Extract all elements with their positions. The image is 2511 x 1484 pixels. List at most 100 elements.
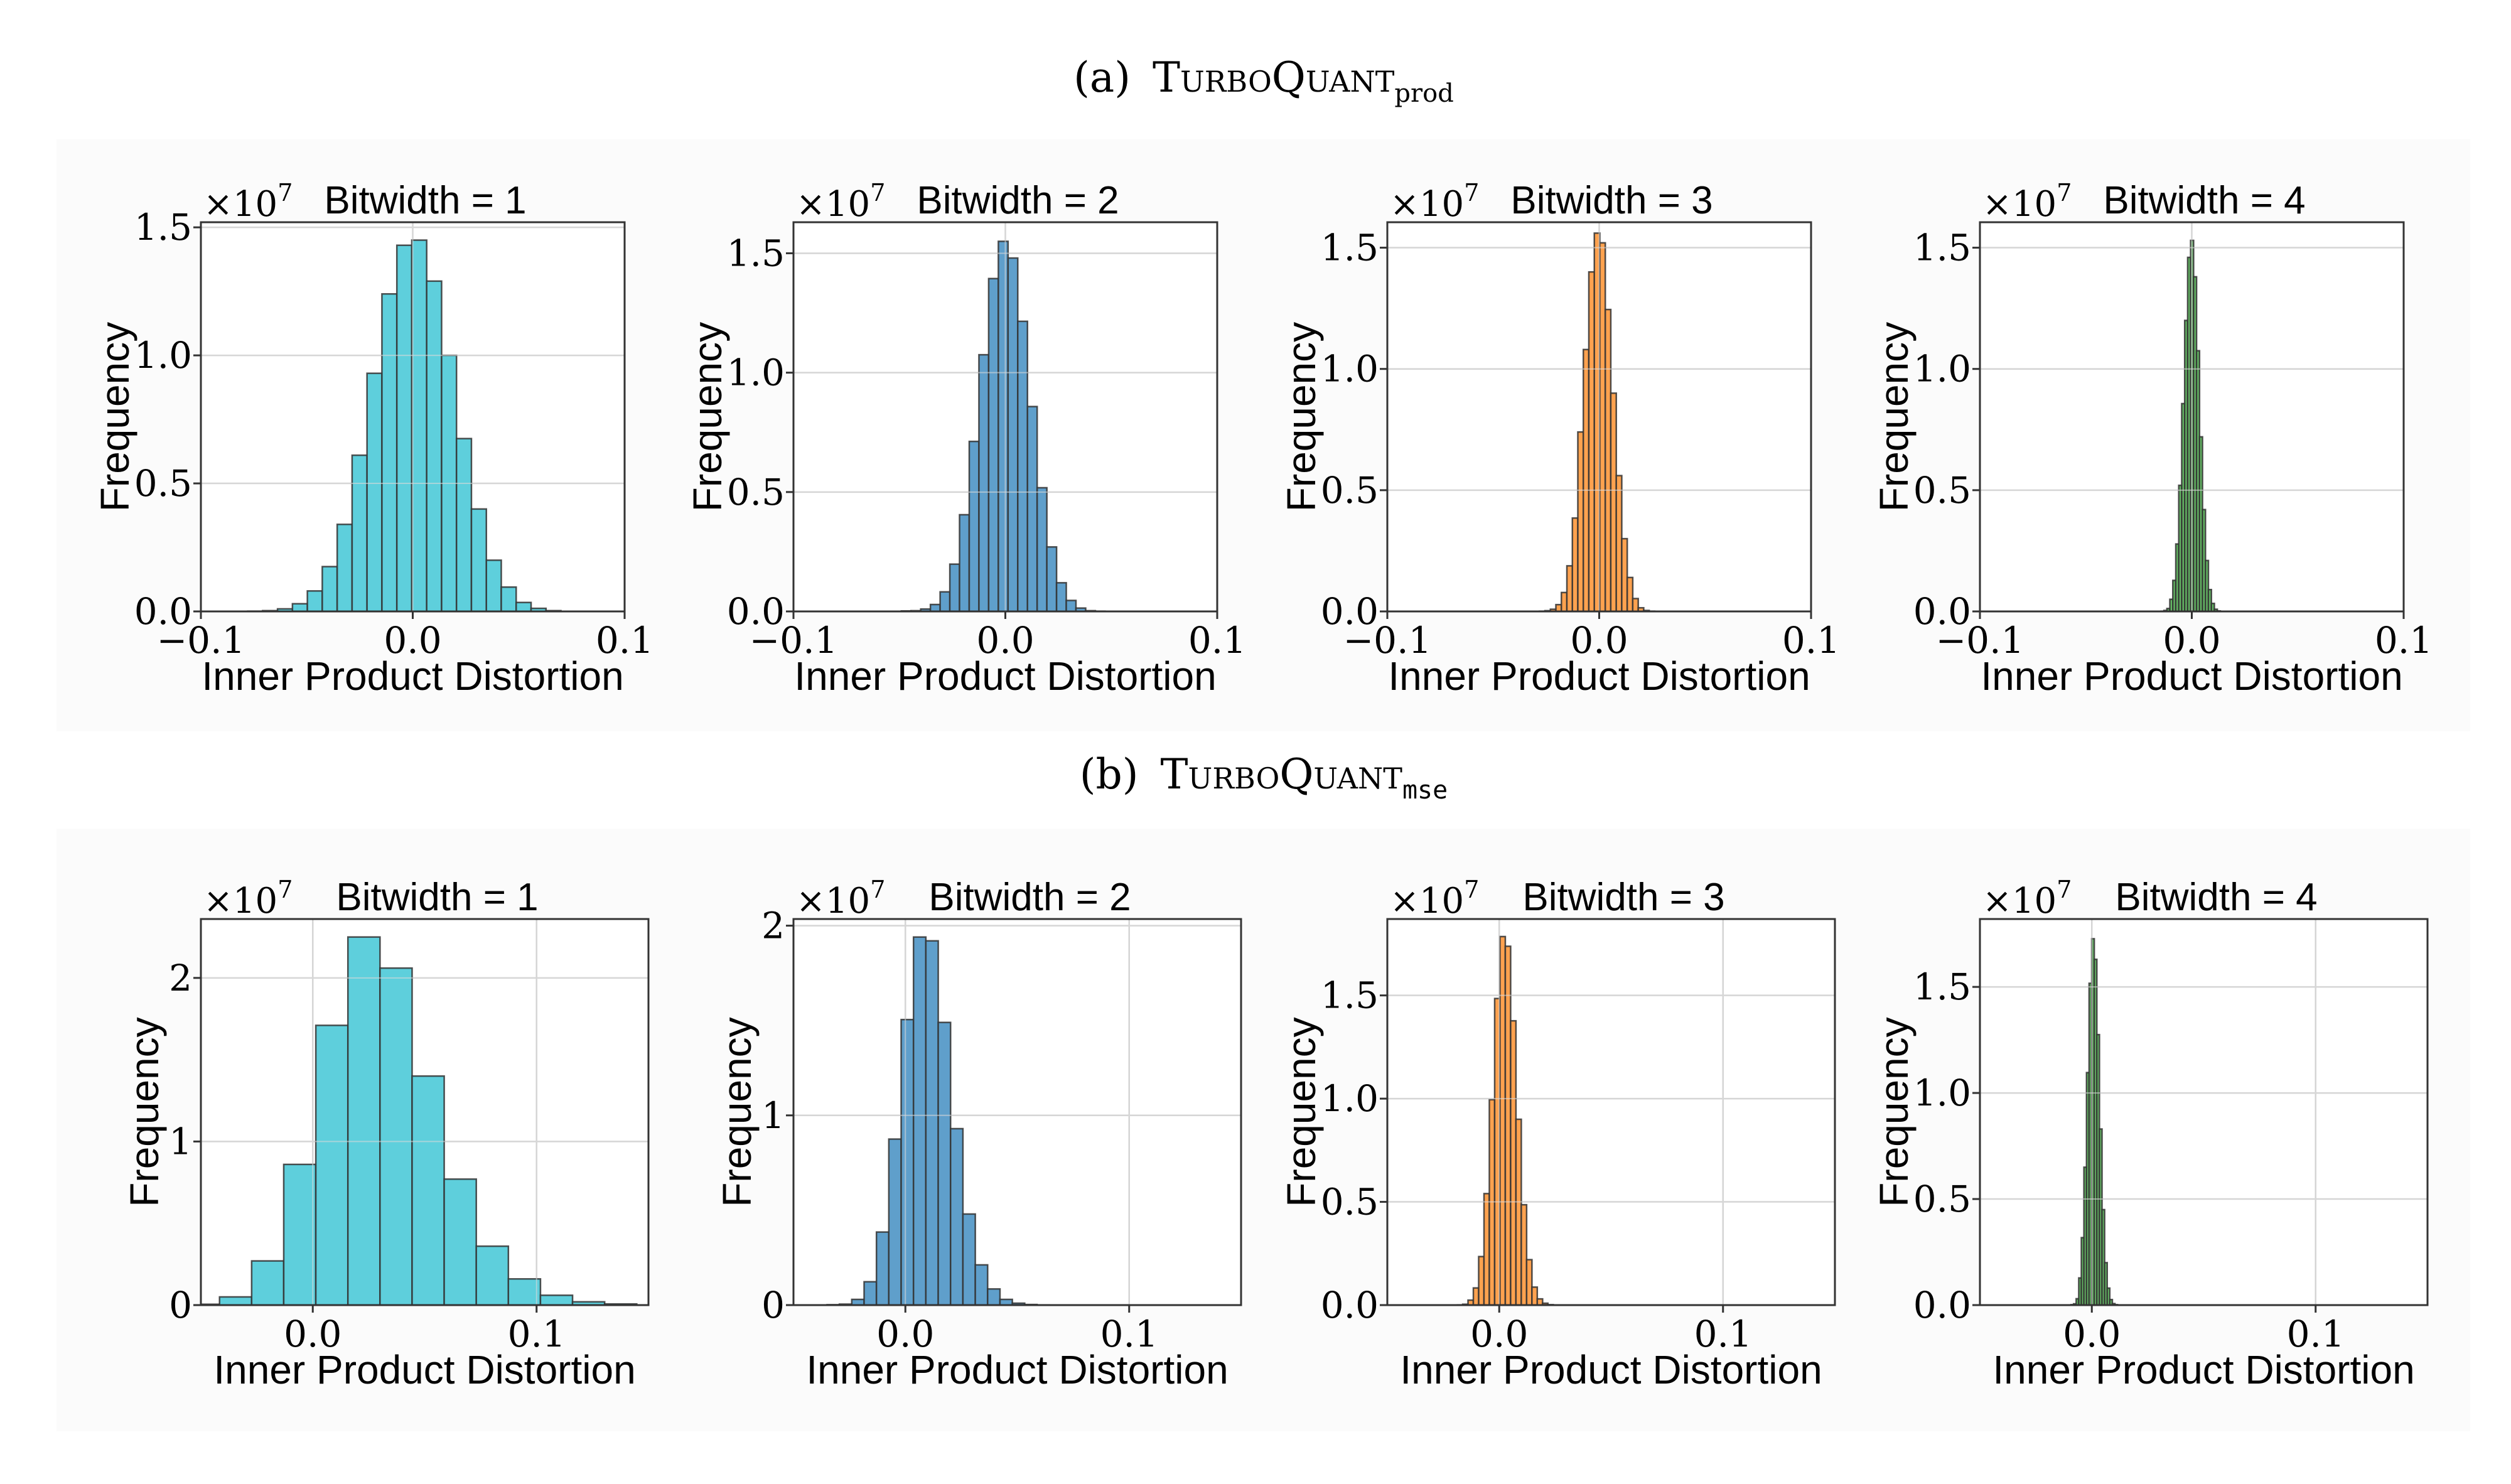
histogram-bar	[1499, 935, 1507, 1305]
y-tick-label: 1.5	[1321, 227, 1379, 269]
x-tick-label: −0.1	[157, 619, 245, 662]
section-method-name: TurboQuant	[1161, 750, 1403, 798]
offset-base: ×10	[1982, 184, 2057, 225]
x-tick-label: 0.1	[1694, 1313, 1752, 1355]
offset-exponent: 7	[870, 876, 885, 903]
plot-area	[1387, 919, 1835, 1305]
y-tick-label: 0.5	[1321, 469, 1379, 512]
x-tick-label: 0.1	[2287, 1313, 2345, 1355]
y-offset-multiplier: ×107	[1982, 179, 2072, 225]
histogram-bar	[937, 1021, 952, 1305]
y-offset-multiplier: ×107	[203, 179, 293, 225]
histogram-bar	[455, 438, 473, 611]
bars	[826, 936, 1050, 1305]
x-axis-label: Inner Product Distortion	[806, 1347, 1228, 1392]
y-tick-label: 0.0	[1913, 590, 1971, 633]
histogram-bar	[888, 1138, 902, 1305]
histogram-bar	[475, 1245, 510, 1305]
y-tick-label: 1.5	[134, 206, 192, 249]
histogram-bar	[1571, 517, 1579, 611]
y-tick-label: 1.0	[134, 334, 192, 377]
section-title-a: (a) TurboQuantprod	[1073, 53, 1454, 108]
histogram-bar	[1577, 431, 1584, 611]
histogram-bar	[470, 508, 487, 611]
histogram-bar	[1055, 582, 1067, 611]
offset-exponent: 7	[277, 876, 293, 903]
histogram-bar	[1510, 1019, 1517, 1305]
histogram-bar	[315, 1024, 349, 1305]
offset-exponent: 7	[2057, 876, 2072, 903]
y-axis-label: Frequency	[92, 322, 137, 512]
y-tick-label: 1.5	[1913, 227, 1971, 269]
histogram-bar	[1017, 320, 1028, 611]
y-tick-label: 1.0	[1321, 348, 1379, 390]
y-offset-multiplier: ×107	[796, 876, 885, 922]
histogram-bar	[351, 454, 368, 611]
y-tick-label: 1.0	[1321, 1077, 1379, 1120]
y-tick-label: 0.0	[134, 590, 192, 633]
histogram-bar	[1504, 945, 1512, 1305]
histogram-bar	[1566, 565, 1574, 611]
y-tick-label: 1.0	[1913, 1072, 1971, 1114]
histogram-bar	[1065, 600, 1077, 611]
histogram-bar	[443, 1178, 477, 1305]
histogram-bar	[485, 559, 502, 611]
histogram-bar	[987, 277, 999, 611]
offset-base: ×10	[203, 881, 277, 922]
offset-base: ×10	[203, 184, 277, 225]
histogram-bar	[1046, 546, 1058, 611]
histogram-bar	[2101, 1208, 2105, 1305]
x-axis-label: Inner Product Distortion	[1981, 653, 2402, 699]
x-tick-label: 0.0	[976, 619, 1034, 662]
offset-exponent: 7	[277, 179, 293, 207]
histogram-bar	[974, 1264, 989, 1305]
histogram-bar	[1604, 308, 1612, 611]
histogram-bar	[912, 936, 927, 1305]
histogram-bar	[2106, 1287, 2111, 1305]
chart-title: Bitwidth = 2	[917, 179, 1119, 222]
offset-base: ×10	[796, 184, 870, 225]
x-axis-label: Inner Product Distortion	[1400, 1347, 1822, 1392]
histogram-bar	[1621, 537, 1628, 611]
bars	[201, 936, 638, 1305]
histogram-bar	[1583, 348, 1590, 611]
section-subscript: mse	[1402, 776, 1448, 805]
x-tick-label: 0.1	[508, 1313, 566, 1355]
offset-exponent: 7	[1464, 179, 1479, 207]
y-tick-label: 0.0	[1321, 1284, 1379, 1326]
y-tick-label: 1.5	[1321, 974, 1379, 1017]
bars	[247, 239, 562, 611]
histogram-bar	[291, 603, 308, 611]
x-tick-label: 0.0	[1470, 1313, 1528, 1355]
chart-title: Bitwidth = 2	[928, 876, 1131, 919]
offset-base: ×10	[1390, 881, 1464, 922]
chart-title: Bitwidth = 1	[324, 179, 526, 222]
histogram-bar	[968, 440, 980, 611]
histogram-bar	[1472, 1287, 1480, 1305]
section-subscript: prod	[1394, 79, 1453, 108]
x-tick-label: 0.0	[2163, 619, 2220, 662]
histogram-bar	[539, 1294, 574, 1305]
histogram-bar	[411, 239, 427, 611]
histogram-bar	[962, 1213, 976, 1305]
histogram-bar	[336, 524, 353, 611]
x-tick-label: 0.1	[1188, 619, 1246, 662]
histogram-bar	[997, 240, 1009, 611]
histogram-bar	[321, 566, 338, 611]
histogram-bar	[2109, 1298, 2114, 1305]
y-offset-multiplier: ×107	[796, 179, 885, 225]
y-axis-label: Frequency	[714, 1017, 760, 1207]
y-axis-label: Frequency	[685, 322, 730, 512]
y-tick-label: 0.5	[1913, 469, 1971, 512]
histogram-bar	[282, 1163, 317, 1305]
y-tick-label: 1.5	[1913, 965, 1971, 1008]
y-axis-label: Frequency	[1871, 1017, 1917, 1207]
y-offset-multiplier: ×107	[203, 876, 293, 922]
histogram-bar	[875, 1231, 890, 1305]
y-tick-label: 0	[169, 1284, 192, 1326]
histogram-bar	[250, 1260, 285, 1305]
